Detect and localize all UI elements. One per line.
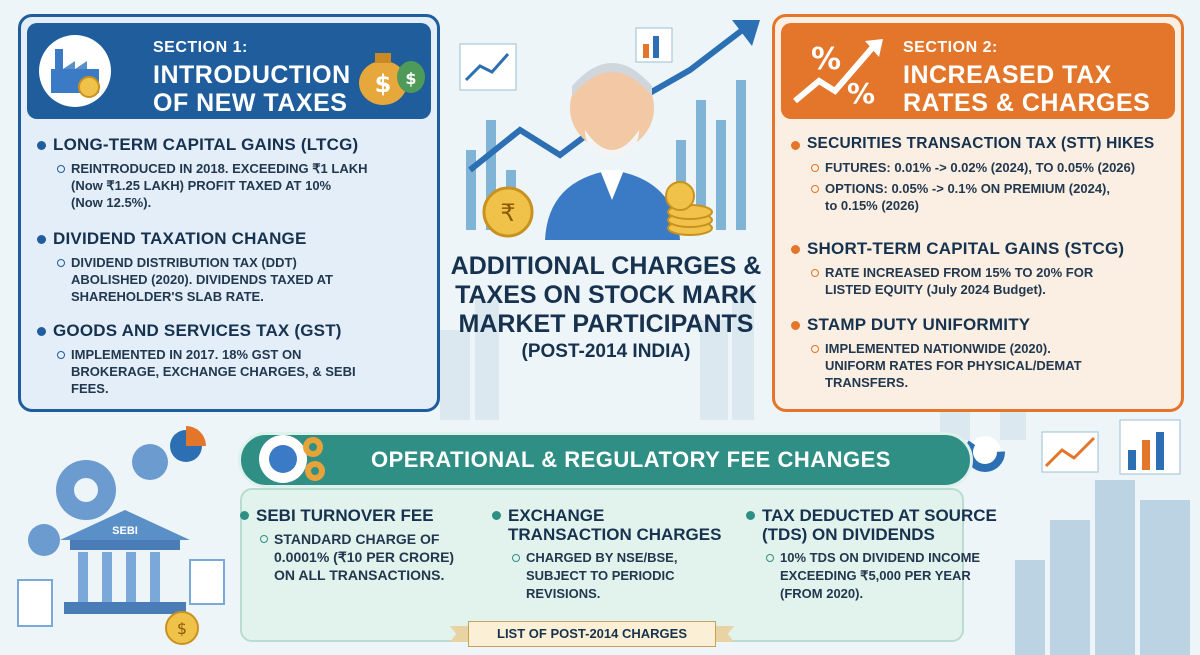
ltcg-detail: REINTRODUCED IN 2018. EXCEEDING ₹1 LAKH … xyxy=(57,160,427,211)
money-bag-icon: $ $ xyxy=(359,53,425,105)
tds-line: (FROM 2020). xyxy=(780,586,864,601)
stt-options-line: to 0.15% (2026) xyxy=(825,198,919,213)
stt-futures: FUTURES: 0.01% -> 0.02% (2024), to 0.05%… xyxy=(811,159,1171,176)
section-1-header: $ $ SECTION 1: INTRODUCTION OF NEW TAXES xyxy=(27,23,431,119)
globe-gear-icon xyxy=(259,435,325,483)
operational-section: OPERATIONAL & REGULATORY FEE CHANGES SEB… xyxy=(10,430,1190,646)
main-title-block: ADDITIONAL CHARGES & TAXES ON STOCK MARK… xyxy=(446,252,766,363)
tds-line: EXCEEDING ₹5,000 PER YEAR xyxy=(780,568,971,583)
stcg-detail: RATE INCREASED FROM 15% TO 20% FOR LISTE… xyxy=(811,264,1171,298)
operational-panel xyxy=(240,488,964,642)
section-1-heading-line2: OF NEW TAXES xyxy=(153,89,348,117)
ltcg-item: LONG-TERM CAPITAL GAINS (LTCG) REINTRODU… xyxy=(37,135,427,211)
main-subtitle: (POST-2014 INDIA) xyxy=(521,341,691,362)
stamp-duty-line: UNIFORM RATES FOR PHYSICAL/DEMAT xyxy=(825,358,1082,373)
section-2-panel: % % SECTION 2: INCREASED TAX RATES & CHA… xyxy=(772,14,1184,412)
sebi-fee-line: STANDARD CHARGE OF xyxy=(274,531,440,547)
exchange-charges-line: SUBJECT TO PERIODIC xyxy=(526,568,675,583)
exchange-charges-detail: CHARGED BY NSE/BSE, SUBJECT TO PERIODIC … xyxy=(511,549,721,603)
svg-text:%: % xyxy=(847,77,875,110)
speaker-illustration xyxy=(545,63,680,240)
stcg-detail-line: RATE INCREASED FROM 15% TO 20% FOR xyxy=(825,265,1094,280)
svg-text:₹: ₹ xyxy=(500,199,515,227)
tds-title: TAX DEDUCTED AT SOURCE (TDS) ON DIVIDEND… xyxy=(746,506,997,544)
rupee-coin-icon: ₹ xyxy=(482,186,534,238)
dividend-title: DIVIDEND TAXATION CHANGE xyxy=(37,229,427,249)
tds-title-line: TAX DEDUCTED AT SOURCE xyxy=(762,506,997,525)
right-charts xyxy=(965,419,1181,475)
section-2-header: % % SECTION 2: INCREASED TAX RATES & CHA… xyxy=(781,23,1175,119)
stamp-duty-line: TRANSFERS. xyxy=(825,375,909,390)
building-sign: SEBI xyxy=(112,525,138,537)
stcg-item: SHORT-TERM CAPITAL GAINS (STCG) RATE INC… xyxy=(791,239,1171,298)
stamp-duty-title: STAMP DUTY UNIFORMITY xyxy=(791,315,1171,335)
stamp-duty-line: IMPLEMENTED NATIONWIDE (2020). xyxy=(825,341,1051,356)
exchange-charges-title-line: EXCHANGE xyxy=(508,506,605,525)
gst-title: GOODS AND SERVICES TAX (GST) xyxy=(37,321,427,341)
gst-item: GOODS AND SERVICES TAX (GST) IMPLEMENTED… xyxy=(37,321,427,397)
section-1-heading-line1: INTRODUCTION xyxy=(153,61,351,89)
tds-line: 10% TDS ON DIVIDEND INCOME xyxy=(780,550,981,565)
dividend-item: DIVIDEND TAXATION CHANGE DIVIDEND DISTRI… xyxy=(37,229,427,305)
section-2-heading-line1: INCREASED TAX xyxy=(903,61,1112,89)
exchange-charges-item: EXCHANGE TRANSACTION CHARGES CHARGED BY … xyxy=(492,506,721,603)
mini-chart-icon xyxy=(459,27,673,91)
section-2-label: SECTION 2: xyxy=(903,39,998,56)
sebi-fee-line: ON ALL TRANSACTIONS. xyxy=(274,567,445,583)
tds-title-line: (TDS) ON DIVIDENDS xyxy=(762,525,935,544)
gst-detail-line: FEES. xyxy=(71,381,109,396)
exchange-charges-line: CHARGED BY NSE/BSE, xyxy=(526,550,678,565)
dividend-detail-line: SHAREHOLDER'S SLAB RATE. xyxy=(71,289,264,304)
gst-detail-line: BROKERAGE, EXCHANGE CHARGES, & SEBI xyxy=(71,364,356,379)
coin-icon: $ xyxy=(165,611,199,645)
section-1-label: SECTION 1: xyxy=(153,39,248,56)
ltcg-detail-line: (Now ₹1.25 LAKH) PROFIT TAXED AT 10% xyxy=(71,178,332,193)
dividend-detail: DIVIDEND DISTRIBUTION TAX (DDT) ABOLISHE… xyxy=(57,254,427,305)
svg-text:%: % xyxy=(811,42,841,77)
tds-item: TAX DEDUCTED AT SOURCE (TDS) ON DIVIDEND… xyxy=(746,506,997,603)
operational-header: OPERATIONAL & REGULATORY FEE CHANGES xyxy=(238,432,973,488)
main-title: ADDITIONAL CHARGES & TAXES ON STOCK MARK… xyxy=(450,252,762,338)
sebi-fee-title: SEBI TURNOVER FEE xyxy=(240,506,454,525)
percent-icon: % % xyxy=(793,39,883,110)
svg-text:$: $ xyxy=(177,619,187,638)
stcg-detail-line: LISTED EQUITY (July 2024 Budget). xyxy=(825,282,1046,297)
stt-title: SECURITIES TRANSACTION TAX (STT) HIKES xyxy=(791,135,1171,153)
stt-options: OPTIONS: 0.05% -> 0.1% ON PREMIUM (2024)… xyxy=(811,180,1171,214)
dividend-detail-line: ABOLISHED (2020). DIVIDENDS TAXED AT xyxy=(71,272,333,287)
ltcg-title: LONG-TERM CAPITAL GAINS (LTCG) xyxy=(37,135,427,155)
footer-ribbon: LIST OF POST-2014 CHARGES xyxy=(468,621,716,647)
factory-icon xyxy=(39,35,111,107)
document-icon xyxy=(17,559,225,627)
exchange-charges-title-line: TRANSACTION CHARGES xyxy=(508,525,722,544)
sebi-fee-line: 0.0001% (₹10 PER CRORE) xyxy=(274,549,455,565)
exchange-charges-title: EXCHANGE TRANSACTION CHARGES xyxy=(492,506,721,544)
svg-text:$: $ xyxy=(405,69,416,88)
stamp-duty-detail: IMPLEMENTED NATIONWIDE (2020). UNIFORM R… xyxy=(811,340,1171,391)
sebi-fee-item: SEBI TURNOVER FEE STANDARD CHARGE OF 0.0… xyxy=(240,506,454,584)
coin-stack-icon xyxy=(665,181,713,236)
svg-text:$: $ xyxy=(375,70,392,98)
stamp-duty-item: STAMP DUTY UNIFORMITY IMPLEMENTED NATION… xyxy=(791,315,1171,391)
ltcg-detail-line: (Now 12.5%). xyxy=(71,195,152,210)
stt-options-line: OPTIONS: 0.05% -> 0.1% ON PREMIUM (2024)… xyxy=(825,181,1110,196)
gst-detail: IMPLEMENTED IN 2017. 18% GST ON BROKERAG… xyxy=(57,346,427,397)
sebi-fee-detail: STANDARD CHARGE OF 0.0001% (₹10 PER CROR… xyxy=(259,530,455,584)
dividend-detail-line: DIVIDEND DISTRIBUTION TAX (DDT) xyxy=(71,255,297,270)
tds-detail: 10% TDS ON DIVIDEND INCOME EXCEEDING ₹5,… xyxy=(766,549,997,603)
stcg-title: SHORT-TERM CAPITAL GAINS (STCG) xyxy=(791,239,1171,259)
city-skyline-right xyxy=(1015,480,1190,655)
stt-item: SECURITIES TRANSACTION TAX (STT) HIKES F… xyxy=(791,135,1171,214)
sebi-building-icon: SEBI xyxy=(60,510,190,614)
section-2-heading-line2: RATES & CHARGES xyxy=(903,89,1151,117)
section-1-panel: $ $ SECTION 1: INTRODUCTION OF NEW TAXES… xyxy=(18,14,440,412)
gst-detail-line: IMPLEMENTED IN 2017. 18% GST ON xyxy=(71,347,302,362)
operational-heading: OPERATIONAL & REGULATORY FEE CHANGES xyxy=(371,447,891,472)
ltcg-detail-line: REINTRODUCED IN 2018. EXCEEDING ₹1 LAKH xyxy=(71,161,368,176)
pie-chart-icon xyxy=(170,426,206,462)
exchange-charges-line: REVISIONS. xyxy=(526,586,601,601)
